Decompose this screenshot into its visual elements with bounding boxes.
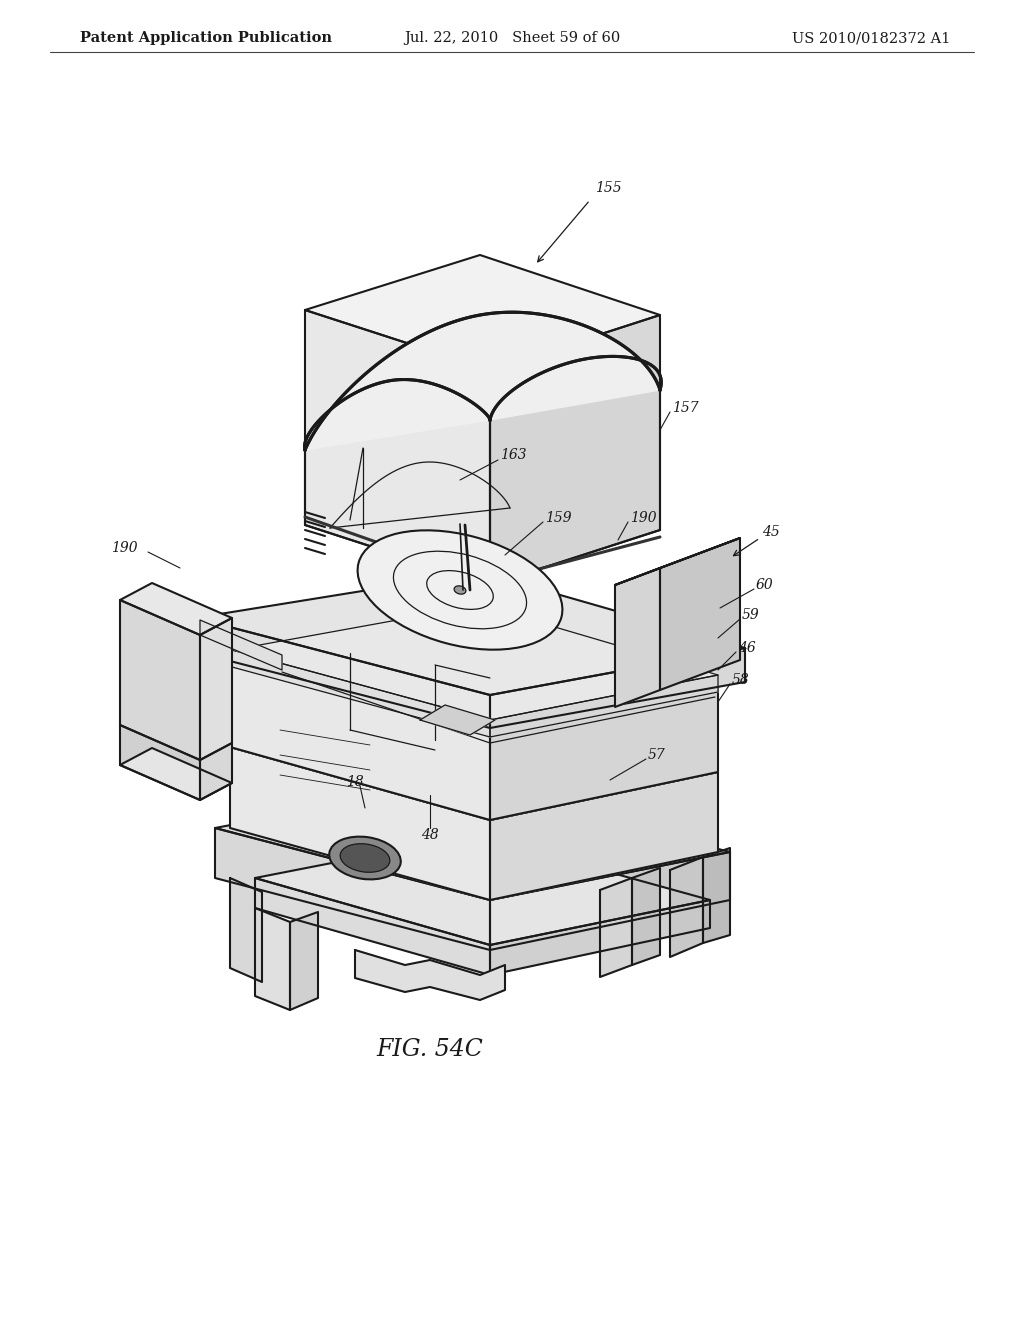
Polygon shape [304,380,490,585]
Polygon shape [490,851,730,950]
Polygon shape [305,255,660,370]
Polygon shape [230,878,262,982]
Text: 163: 163 [500,447,526,462]
Polygon shape [703,847,730,942]
Polygon shape [490,772,718,900]
Text: 58: 58 [732,673,750,686]
Polygon shape [120,583,232,635]
Polygon shape [420,705,495,735]
Polygon shape [120,725,200,800]
Polygon shape [200,620,282,671]
Polygon shape [195,618,490,729]
Text: US 2010/0182372 A1: US 2010/0182372 A1 [792,30,950,45]
Polygon shape [230,655,490,820]
Polygon shape [615,539,740,585]
Polygon shape [490,900,710,975]
Text: 159: 159 [545,511,571,525]
Polygon shape [305,310,490,585]
Ellipse shape [357,531,562,649]
Polygon shape [230,747,490,900]
Text: 59: 59 [742,609,760,622]
Polygon shape [255,908,290,1010]
Polygon shape [230,610,718,729]
Polygon shape [670,857,703,957]
Text: 190: 190 [112,541,138,554]
Text: 155: 155 [595,181,622,195]
Text: Jul. 22, 2010   Sheet 59 of 60: Jul. 22, 2010 Sheet 59 of 60 [403,30,621,45]
Text: 157: 157 [672,401,698,414]
Text: 60: 60 [756,578,774,591]
Text: 18: 18 [346,775,364,789]
Polygon shape [490,315,660,585]
Polygon shape [490,356,662,585]
Text: Patent Application Publication: Patent Application Publication [80,30,332,45]
Polygon shape [255,836,710,945]
Polygon shape [660,539,740,690]
Polygon shape [290,912,318,1010]
Ellipse shape [454,586,466,594]
Ellipse shape [340,843,390,873]
Polygon shape [600,878,632,977]
Polygon shape [215,781,730,900]
Text: 57: 57 [648,748,666,762]
Polygon shape [305,313,660,450]
Polygon shape [200,743,232,800]
Text: 46: 46 [738,642,756,655]
Polygon shape [615,568,660,708]
Polygon shape [490,648,745,729]
Polygon shape [120,601,200,760]
Polygon shape [200,618,232,760]
Text: FIG. 54C: FIG. 54C [377,1039,483,1061]
Polygon shape [232,605,718,719]
Polygon shape [355,950,505,1001]
Text: 45: 45 [762,525,779,539]
Polygon shape [255,878,490,975]
Text: 48: 48 [421,828,439,842]
Polygon shape [232,649,490,737]
Polygon shape [490,682,718,820]
Ellipse shape [330,837,400,879]
Polygon shape [215,828,490,950]
Polygon shape [490,675,718,737]
Polygon shape [230,700,718,820]
Polygon shape [632,869,660,965]
Text: 190: 190 [630,511,656,525]
Polygon shape [195,572,745,696]
Polygon shape [120,748,232,800]
